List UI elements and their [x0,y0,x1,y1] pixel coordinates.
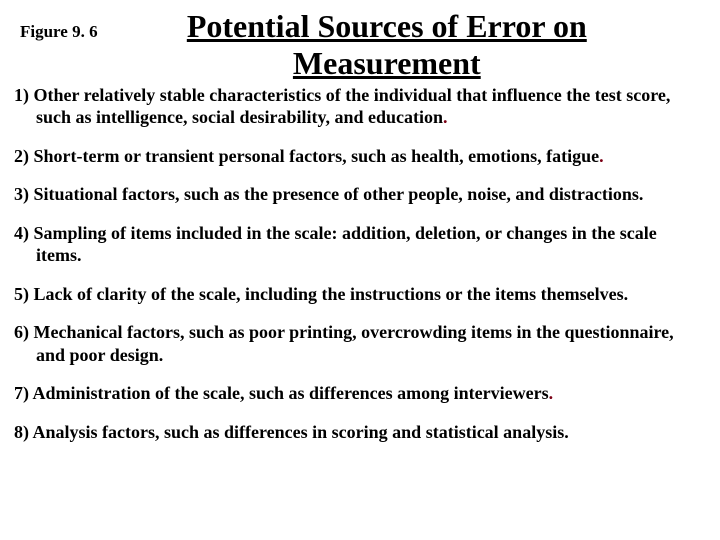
item-number: 8) [14,422,29,442]
list-item: 6) Mechanical factors, such as poor prin… [14,321,706,366]
item-number: 5) [14,284,29,304]
item-number: 3) [14,184,29,204]
list-item: 1) Other relatively stable characteristi… [14,84,706,129]
item-period: . [549,383,554,403]
item-number: 4) [14,223,29,243]
item-number: 7) [14,383,29,403]
item-text: Lack of clarity of the scale, including … [34,284,629,304]
item-text: Administration of the scale, such as dif… [33,383,549,403]
page-title: Potential Sources of Error on Measuremen… [98,8,706,82]
item-text: Situational factors, such as the presenc… [34,184,644,204]
list-item: 5) Lack of clarity of the scale, includi… [14,283,706,306]
item-number: 2) [14,146,29,166]
item-period: . [599,146,604,166]
item-period: . [443,107,448,127]
item-list: 1) Other relatively stable characteristi… [14,84,706,444]
item-text: Short-term or transient personal factors… [34,146,600,166]
item-text: Other relatively stable characteristics … [34,85,671,128]
list-item: 4) Sampling of items included in the sca… [14,222,706,267]
item-text: Analysis factors, such as differences in… [33,422,569,442]
list-item: 8) Analysis factors, such as differences… [14,421,706,444]
header: Figure 9. 6 Potential Sources of Error o… [14,8,706,82]
item-number: 1) [14,85,29,105]
item-text: Sampling of items included in the scale:… [34,223,657,266]
list-item: 3) Situational factors, such as the pres… [14,183,706,206]
item-text: Mechanical factors, such as poor printin… [34,322,674,365]
figure-label: Figure 9. 6 [14,8,98,42]
item-number: 6) [14,322,29,342]
list-item: 2) Short-term or transient personal fact… [14,145,706,168]
list-item: 7) Administration of the scale, such as … [14,382,706,405]
